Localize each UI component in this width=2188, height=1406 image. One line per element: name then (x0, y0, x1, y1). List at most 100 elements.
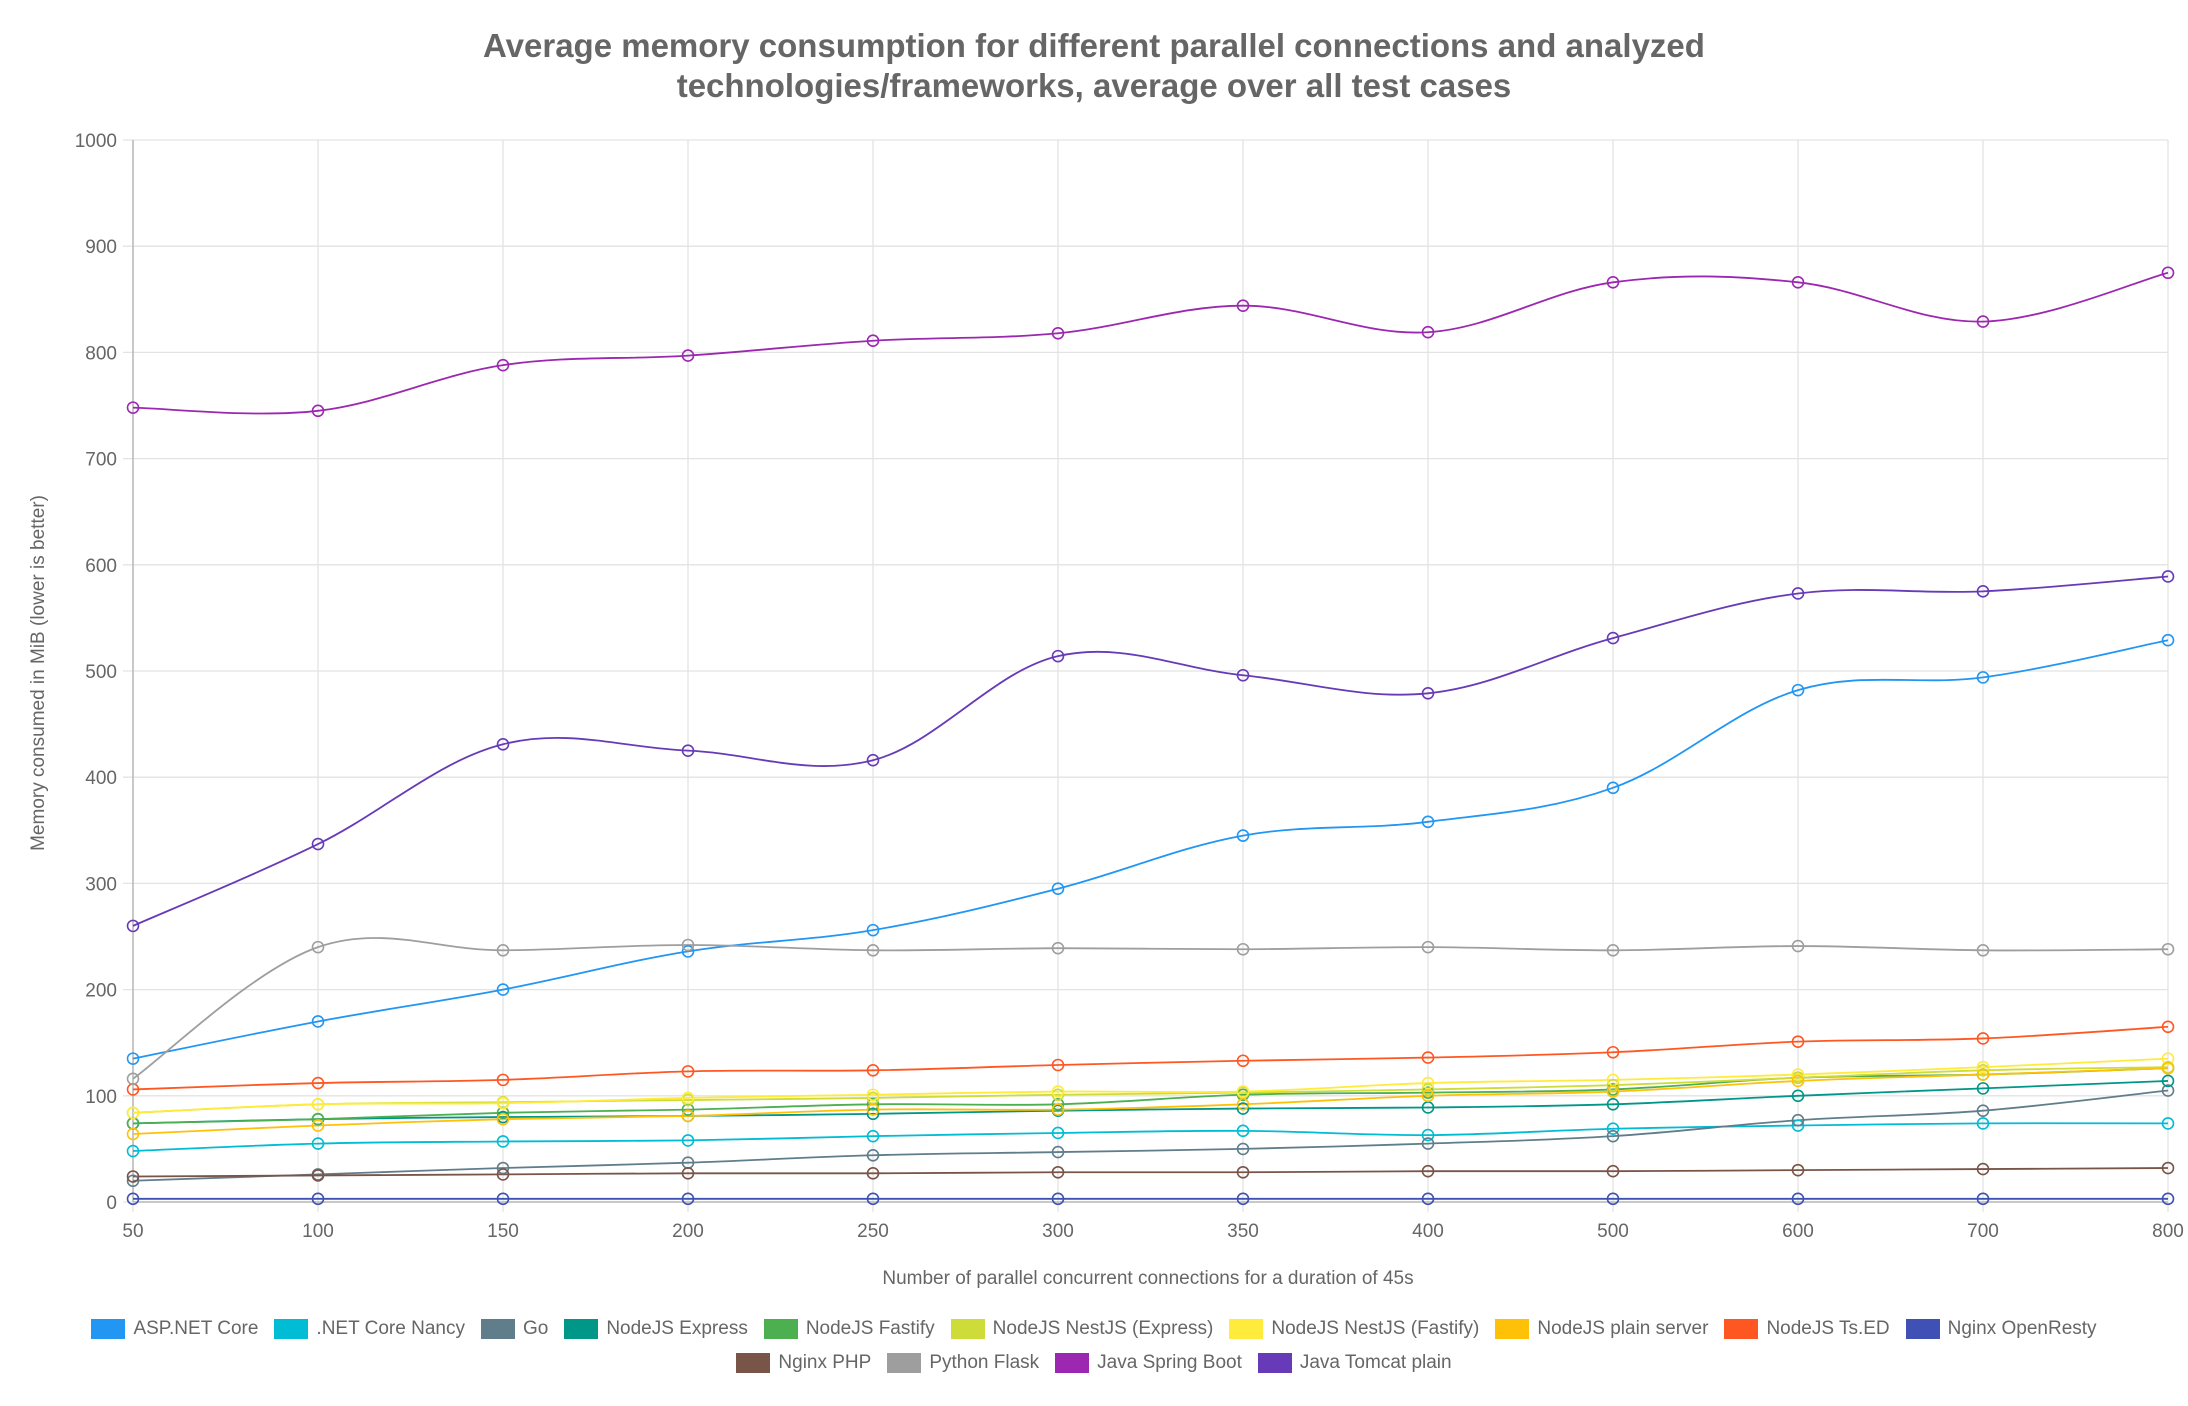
legend-item[interactable]: NodeJS Fastify (763, 1318, 935, 1340)
data-point-nodejs-plain-server (311, 1119, 325, 1132)
data-point-net-core-nancy (1051, 1126, 1065, 1140)
legend-item[interactable]: NodeJS plain server (1495, 1318, 1708, 1340)
data-point-nginx-openresty (1791, 1192, 1805, 1206)
data-point-nginx-openresty (1976, 1192, 1990, 1206)
data-point-nginx-openresty (311, 1192, 325, 1206)
data-point-java-spring-boot (1051, 326, 1065, 340)
series-line-nodejs-plain-server (132, 1067, 2169, 1135)
data-point-python-flask (1976, 944, 1990, 957)
data-point-asp-net-core (496, 983, 510, 996)
data-point-nginx-openresty (496, 1192, 510, 1206)
data-point-net-core-nancy (1421, 1128, 1435, 1142)
legend-swatch (480, 1319, 515, 1339)
data-point-nginx-php (1236, 1165, 1250, 1179)
data-point-nodejs-ts-ed (496, 1073, 510, 1087)
data-point-nodejs-nestjs-fastify (1236, 1085, 1250, 1098)
legend-item[interactable]: .NET Core Nancy (274, 1318, 465, 1340)
series-line-python-flask (132, 937, 2169, 1080)
data-point-java-tomcat-plain (1051, 649, 1065, 663)
data-point-python-flask (2161, 942, 2175, 956)
x-tick-label: 500 (1597, 1221, 1629, 1242)
data-point-asp-net-core (1051, 882, 1065, 896)
legend-item[interactable]: ASP.NET Core (91, 1318, 258, 1340)
legend-item[interactable]: Python Flask (887, 1352, 1039, 1374)
legend-label: NodeJS NestJS (Fastify) (1271, 1318, 1480, 1339)
legend-item[interactable]: Go (480, 1318, 548, 1340)
legend-swatch (1724, 1319, 1759, 1339)
legend-item[interactable]: NodeJS Express (564, 1318, 748, 1340)
y-tick-label: 600 (85, 556, 117, 577)
data-point-java-tomcat-plain (126, 919, 140, 933)
data-point-nodejs-fastify (866, 1097, 880, 1111)
legend-item[interactable]: NodeJS Ts.ED (1724, 1318, 1890, 1340)
data-point-java-tomcat-plain (1606, 631, 1620, 645)
data-point-asp-net-core (2161, 633, 2175, 647)
data-point-java-spring-boot (1421, 325, 1435, 339)
series-lines (132, 271, 2169, 1200)
legend-item[interactable]: Nginx PHP (736, 1352, 871, 1374)
data-point-nodejs-plain-server (126, 1127, 140, 1141)
series-line-java-spring-boot (132, 271, 2169, 415)
data-point-nodejs-express (866, 1107, 880, 1121)
data-point-net-core-nancy (126, 1144, 140, 1158)
data-point-asp-net-core (866, 923, 880, 937)
series-line-nodejs-express (132, 1080, 2169, 1125)
legend-row: ASP.NET Core .NET Core Nancy Go NodeJS Expr… (0, 1312, 2188, 1346)
legend-swatch (1257, 1353, 1292, 1373)
data-point-asp-net-core (1976, 671, 1990, 684)
data-point-nodejs-express (1791, 1089, 1805, 1103)
data-point-nginx-openresty (2161, 1192, 2175, 1206)
series-line-nginx-php (132, 1167, 2169, 1178)
x-tick-label: 400 (1412, 1221, 1444, 1242)
data-point-go (1791, 1113, 1805, 1127)
data-point-java-spring-boot (1236, 299, 1250, 312)
legend-swatch (274, 1319, 309, 1339)
data-point-java-tomcat-plain (681, 744, 695, 757)
data-point-nodejs-plain-server (496, 1112, 510, 1126)
data-point-nodejs-plain-server (1976, 1068, 1990, 1081)
data-point-nodejs-nestjs-fastify (1976, 1060, 1990, 1074)
data-point-nodejs-nestjs-fastify (1421, 1076, 1435, 1090)
data-point-nodejs-nestjs-fastify (866, 1088, 880, 1102)
legend-label: Nginx OpenResty (1947, 1318, 2097, 1339)
data-point-python-flask (1606, 944, 1620, 957)
data-point-nodejs-ts-ed (1236, 1054, 1250, 1068)
legend-item[interactable]: NodeJS NestJS (Fastify) (1229, 1318, 1479, 1340)
legend-row: Nginx PHP Python Flask Java Spring Boot Jav… (0, 1346, 2188, 1380)
data-point-nodejs-fastify (311, 1112, 325, 1126)
data-point-nodejs-nestjs-express (1791, 1071, 1805, 1085)
data-point-nginx-php (1606, 1164, 1620, 1178)
data-point-go (1421, 1137, 1435, 1150)
legend-item[interactable]: Java Spring Boot (1055, 1352, 1242, 1374)
data-point-asp-net-core (126, 1052, 140, 1065)
data-point-nginx-php (311, 1169, 325, 1182)
legend-item[interactable]: Java Tomcat plain (1257, 1352, 1452, 1374)
legend-label: NodeJS NestJS (Express) (992, 1318, 1214, 1339)
data-point-nodejs-ts-ed (2161, 1020, 2175, 1034)
data-point-go (496, 1161, 510, 1175)
data-point-python-flask (1421, 940, 1435, 954)
legend-swatch (1229, 1319, 1264, 1339)
data-point-go (866, 1148, 880, 1162)
legend-item[interactable]: NodeJS NestJS (Express) (950, 1318, 1214, 1340)
y-tick-label: 400 (85, 768, 117, 789)
data-point-net-core-nancy (1606, 1122, 1620, 1136)
series-line-nodejs-ts-ed (132, 1025, 2169, 1091)
grid-lines (123, 139, 2169, 1212)
data-point-net-core-nancy (1236, 1124, 1250, 1138)
data-point-nodejs-fastify (1051, 1097, 1065, 1111)
data-point-nodejs-nestjs-express (1606, 1078, 1620, 1092)
series-line-asp-net-core (132, 639, 2169, 1060)
data-point-python-flask (866, 944, 880, 957)
x-tick-label: 300 (1042, 1221, 1074, 1242)
legend-swatch (887, 1353, 922, 1373)
data-point-nodejs-plain-server (681, 1109, 695, 1123)
legend-swatch (91, 1319, 126, 1339)
data-point-java-spring-boot (1976, 315, 1990, 328)
data-point-java-tomcat-plain (1236, 668, 1250, 682)
data-point-nodejs-nestjs-fastify (681, 1091, 695, 1105)
data-point-nodejs-ts-ed (1421, 1051, 1435, 1064)
axes: 0 100 200 300 400 500 600 700 800 900 1000 50 100 150… (75, 131, 2184, 1242)
data-point-nodejs-ts-ed (1606, 1045, 1620, 1059)
legend-item[interactable]: Nginx OpenResty (1905, 1318, 2097, 1340)
